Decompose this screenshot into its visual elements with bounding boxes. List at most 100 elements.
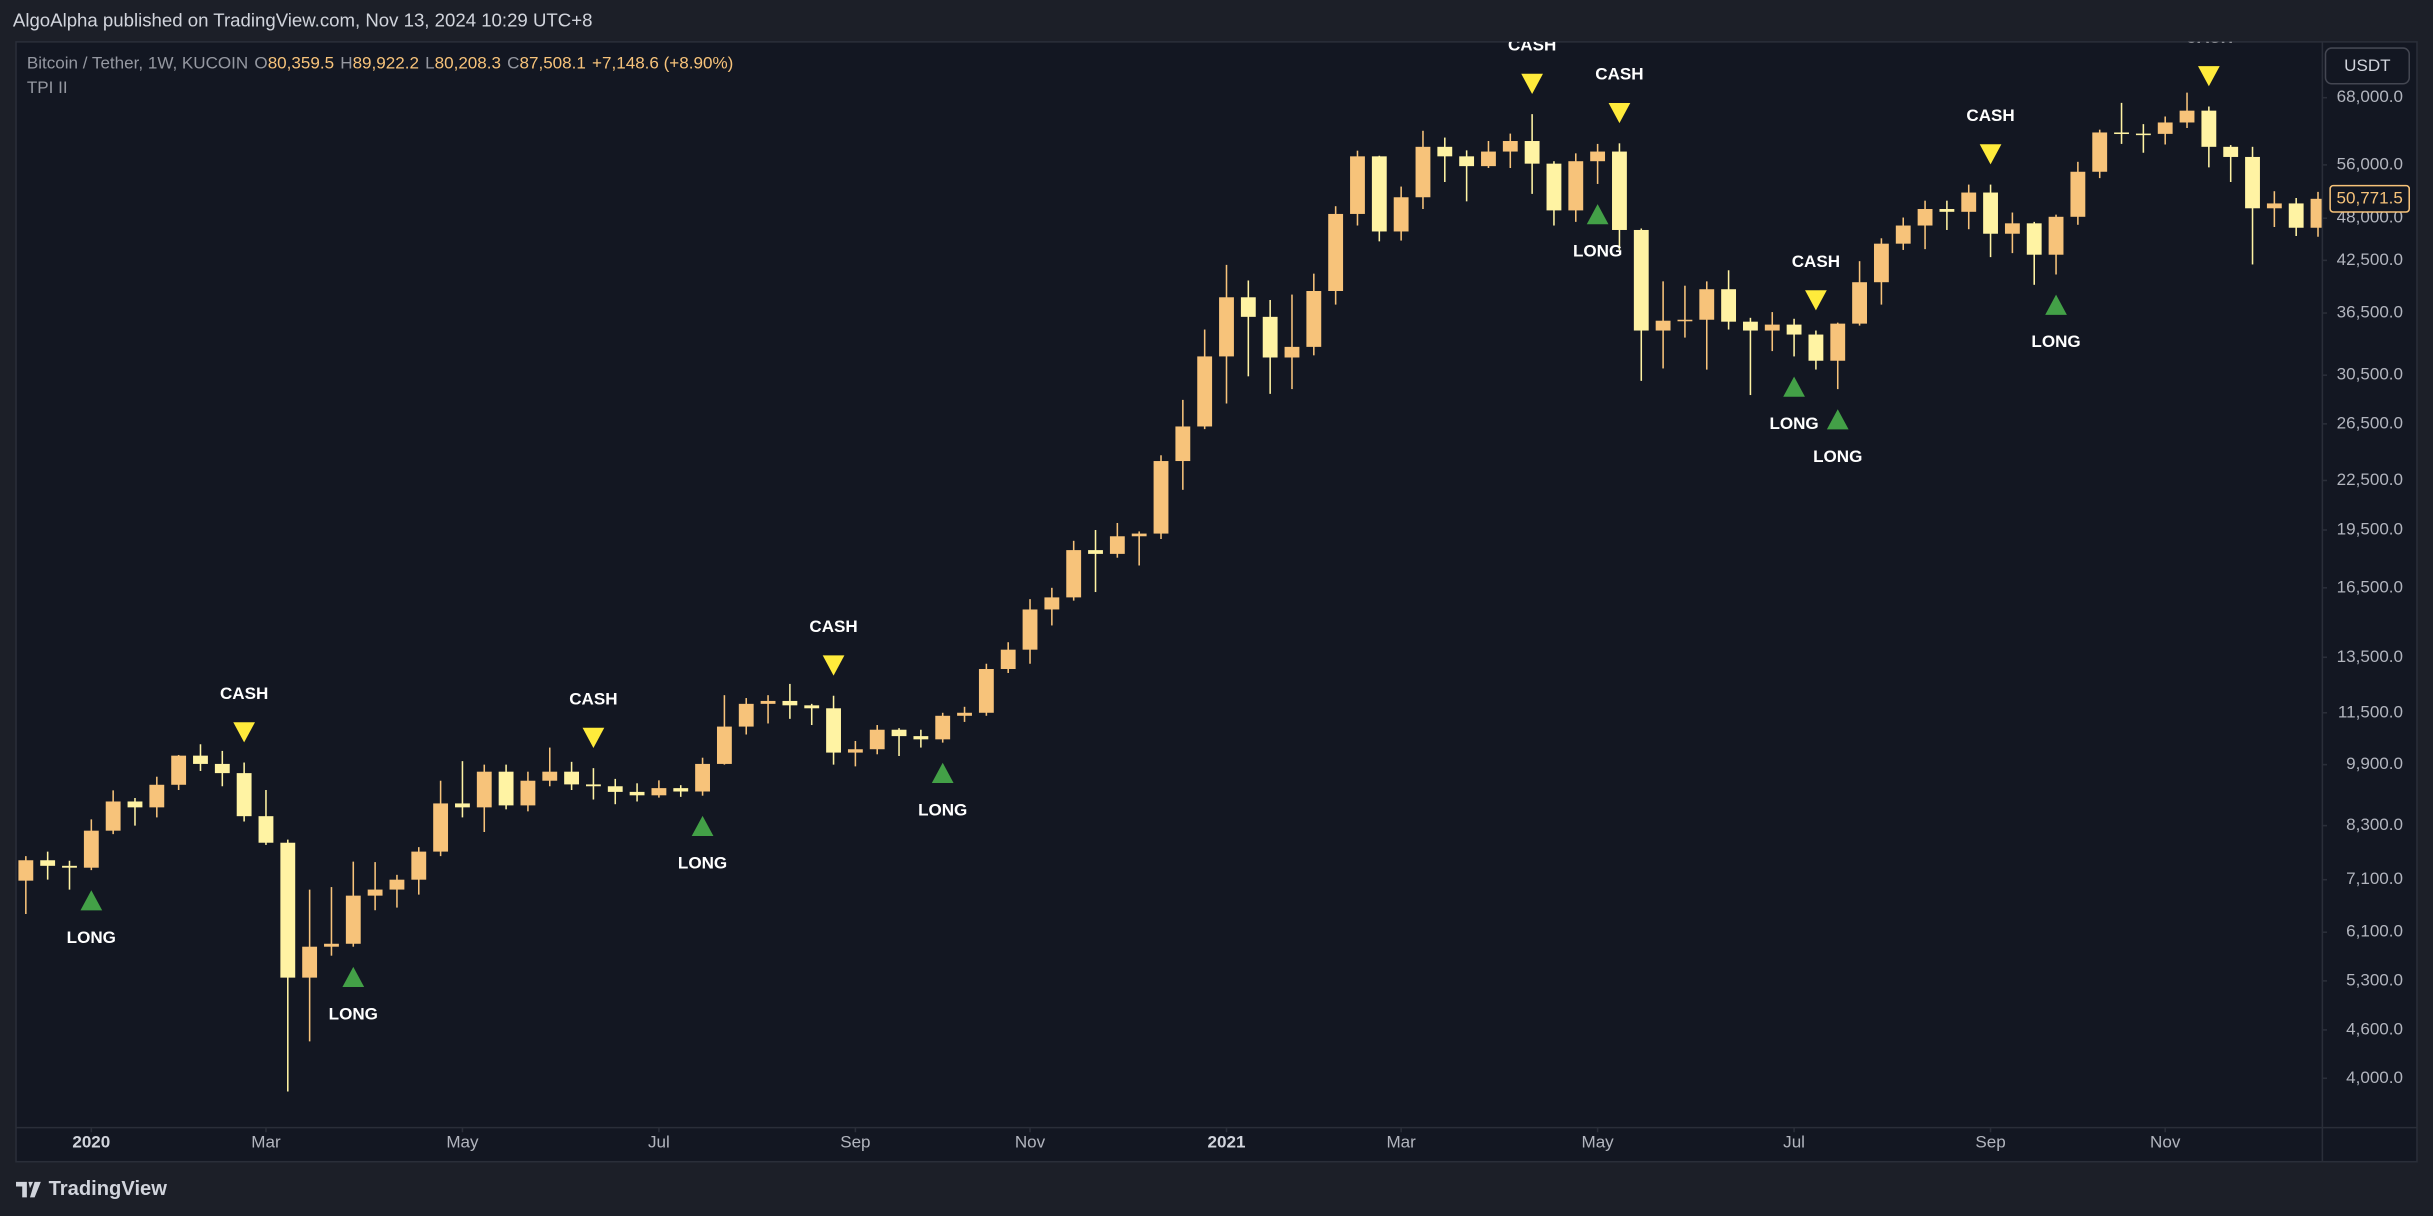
candle-body [913, 736, 929, 740]
candle-body [760, 700, 776, 704]
candle-body [1262, 316, 1278, 358]
price-axis: 68,000.056,000.048,000.042,500.036,500.0… [2322, 87, 2403, 1087]
candle-body [738, 703, 754, 727]
candle-body [62, 865, 77, 868]
x-tick-label: 2021 [1208, 1133, 1246, 1152]
candle-body [149, 784, 165, 808]
y-tick-label: 9,900.0 [2346, 754, 2403, 773]
signal-label: CASH [1792, 252, 1840, 271]
y-tick-label: 19,500.0 [2337, 520, 2403, 539]
logo-mark[interactable] [16, 1181, 41, 1198]
candle-body [2310, 198, 2323, 228]
candle-body [18, 860, 34, 881]
currency-button[interactable] [2324, 47, 2411, 85]
footer-brand[interactable]: TradingView [49, 1178, 168, 1200]
signal-label: LONG [1573, 242, 1622, 261]
candle-body [2288, 203, 2304, 228]
candle-body [105, 801, 121, 831]
last-price-label: 50,771.5 [2337, 188, 2403, 207]
candle-body [2004, 223, 2020, 234]
signal-marker [1783, 376, 1805, 397]
plot-area [18, 92, 2323, 1092]
x-tick-label: Nov [1015, 1133, 1046, 1152]
candle-body [695, 763, 710, 792]
candle-body [1699, 289, 1715, 320]
candle-body [869, 729, 885, 750]
y-tick-label: 6,100.0 [2346, 922, 2403, 941]
signal-marker [1608, 103, 1631, 124]
signal-label: LONG [67, 928, 116, 947]
candle-body [716, 726, 732, 764]
signal-label: CASH [2185, 28, 2233, 47]
candle-body [1219, 297, 1234, 357]
candle-body [1240, 297, 1256, 317]
candle-body [1459, 156, 1475, 167]
candle-body [389, 879, 405, 890]
candle-body [891, 729, 907, 737]
candle-body [2245, 156, 2260, 209]
signal-label: LONG [1813, 447, 1862, 466]
ohlc-key: L [425, 53, 434, 72]
signal-label: CASH [1966, 106, 2014, 125]
symbol-legend: Bitcoin / Tether, 1W, KUCOIN O80,359.5 H89… [27, 53, 733, 72]
x-tick-label: Mar [251, 1133, 281, 1152]
candle-body [302, 946, 318, 978]
change-value: +7,148.6 (+8.90%) [592, 53, 733, 72]
x-tick-label: Mar [1386, 1133, 1416, 1152]
candle-body [1873, 243, 1889, 283]
x-tick-label: May [1582, 1133, 1615, 1152]
candle-body [40, 860, 56, 866]
signal-marker [1979, 144, 2002, 165]
candle-body [83, 830, 99, 868]
candle-body [1917, 208, 1933, 226]
x-tick-label: Sep [840, 1133, 870, 1152]
candle-body [236, 773, 252, 817]
candle-body [1612, 151, 1627, 230]
candle-body [324, 943, 339, 947]
candle-body [498, 771, 514, 806]
candle-body [1939, 208, 1955, 212]
candle-body [1546, 163, 1562, 211]
footer-logo[interactable]: TradingView [16, 1178, 167, 1200]
y-tick-label: 68,000.0 [2337, 87, 2403, 106]
candle-body [651, 788, 667, 796]
candle-body [673, 788, 689, 792]
candle-body [957, 712, 972, 716]
candle-body [1044, 597, 1060, 610]
candle-body [2114, 132, 2129, 135]
candle-body [433, 803, 449, 852]
y-tick-label: 4,600.0 [2346, 1019, 2403, 1038]
candle-body [2266, 203, 2282, 209]
candle-body [564, 771, 580, 785]
candle-body [1022, 609, 1038, 650]
candle-body [935, 715, 951, 740]
candle-body [367, 889, 383, 896]
candle-body [1481, 151, 1496, 167]
signal-marker [2045, 294, 2067, 315]
x-tick-label: Jul [648, 1133, 670, 1152]
candle-body [804, 705, 820, 709]
candle-body [476, 771, 492, 808]
candle-body [411, 851, 427, 880]
candle-body [1109, 536, 1125, 554]
indicator-name[interactable]: TPI II [27, 78, 68, 97]
signal-label: CASH [1508, 35, 1556, 54]
chart-panel [15, 41, 2418, 1163]
signal-label: LONG [1769, 414, 1818, 433]
candle-body [2201, 110, 2217, 147]
ohlc-value: 80,359.5 [268, 53, 334, 72]
candle-body [847, 749, 863, 753]
signal-marker [691, 815, 714, 837]
candle-body [520, 780, 536, 806]
y-tick-label: 13,500.0 [2337, 647, 2403, 666]
signal-marker [1826, 409, 1849, 430]
ohlc-value: 80,208.3 [435, 53, 501, 72]
x-tick-label: Nov [2150, 1133, 2181, 1152]
candle-body [607, 786, 623, 792]
candle-body [1437, 146, 1453, 157]
signal-label: LONG [2031, 332, 2080, 351]
signal-label: CASH [1595, 65, 1643, 84]
y-tick-label: 42,500.0 [2337, 250, 2403, 269]
x-tick-label: Jul [1783, 1133, 1805, 1152]
currency-label[interactable]: USDT [2344, 56, 2391, 75]
